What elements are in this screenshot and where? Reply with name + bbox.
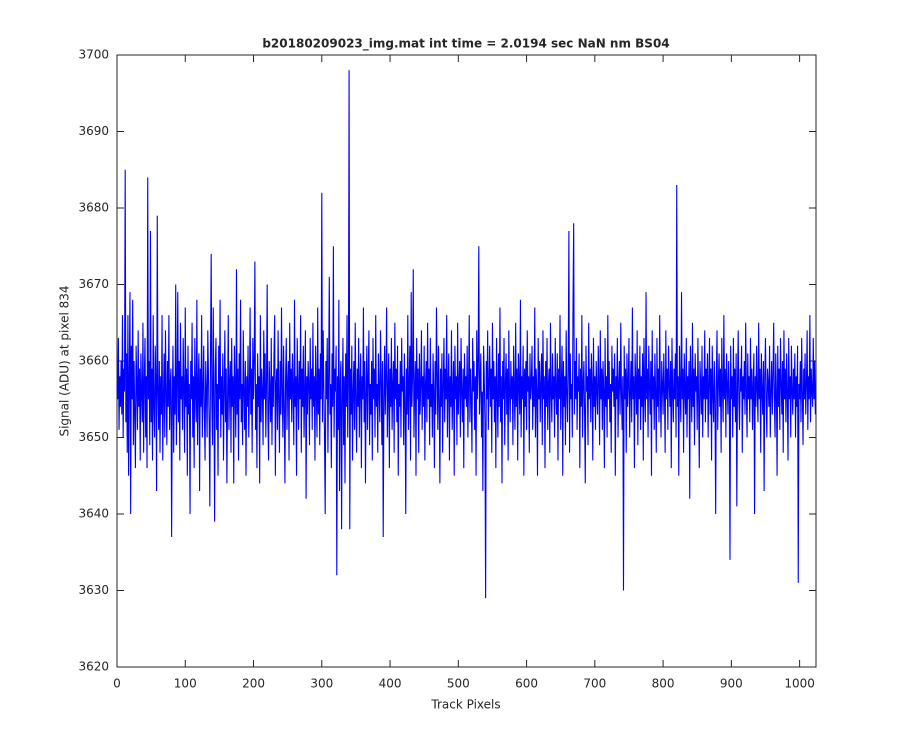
y-tick-label: 3660 bbox=[78, 354, 109, 368]
y-tick-label: 3630 bbox=[78, 583, 109, 597]
x-tick-label: 0 bbox=[113, 677, 121, 691]
data-line bbox=[116, 70, 816, 599]
x-tick-label: 200 bbox=[242, 677, 265, 691]
x-tick-label: 100 bbox=[174, 677, 197, 691]
y-tick-label: 3680 bbox=[78, 201, 109, 215]
x-tick-label: 1000 bbox=[784, 677, 815, 691]
y-tick-label: 3620 bbox=[78, 660, 109, 674]
x-tick-label: 600 bbox=[515, 677, 538, 691]
x-axis-label: Track Pixels bbox=[430, 698, 500, 712]
y-tick-label: 3640 bbox=[78, 507, 109, 521]
x-tick-label: 300 bbox=[310, 677, 333, 691]
y-tick-label: 3690 bbox=[78, 124, 109, 138]
x-tick-label: 800 bbox=[652, 677, 675, 691]
x-tick-label: 400 bbox=[379, 677, 402, 691]
chart-title: b20180209023_img.mat int time = 2.0194 s… bbox=[262, 37, 669, 52]
y-tick-label: 3650 bbox=[78, 430, 109, 444]
x-tick-label: 900 bbox=[720, 677, 743, 691]
y-tick-label: 3700 bbox=[78, 48, 109, 62]
x-tick-label: 700 bbox=[583, 677, 606, 691]
y-tick-label: 3670 bbox=[78, 277, 109, 291]
y-axis-label: Signal (ADU) at pixel 834 bbox=[58, 285, 72, 436]
x-tick-label: 500 bbox=[447, 677, 470, 691]
